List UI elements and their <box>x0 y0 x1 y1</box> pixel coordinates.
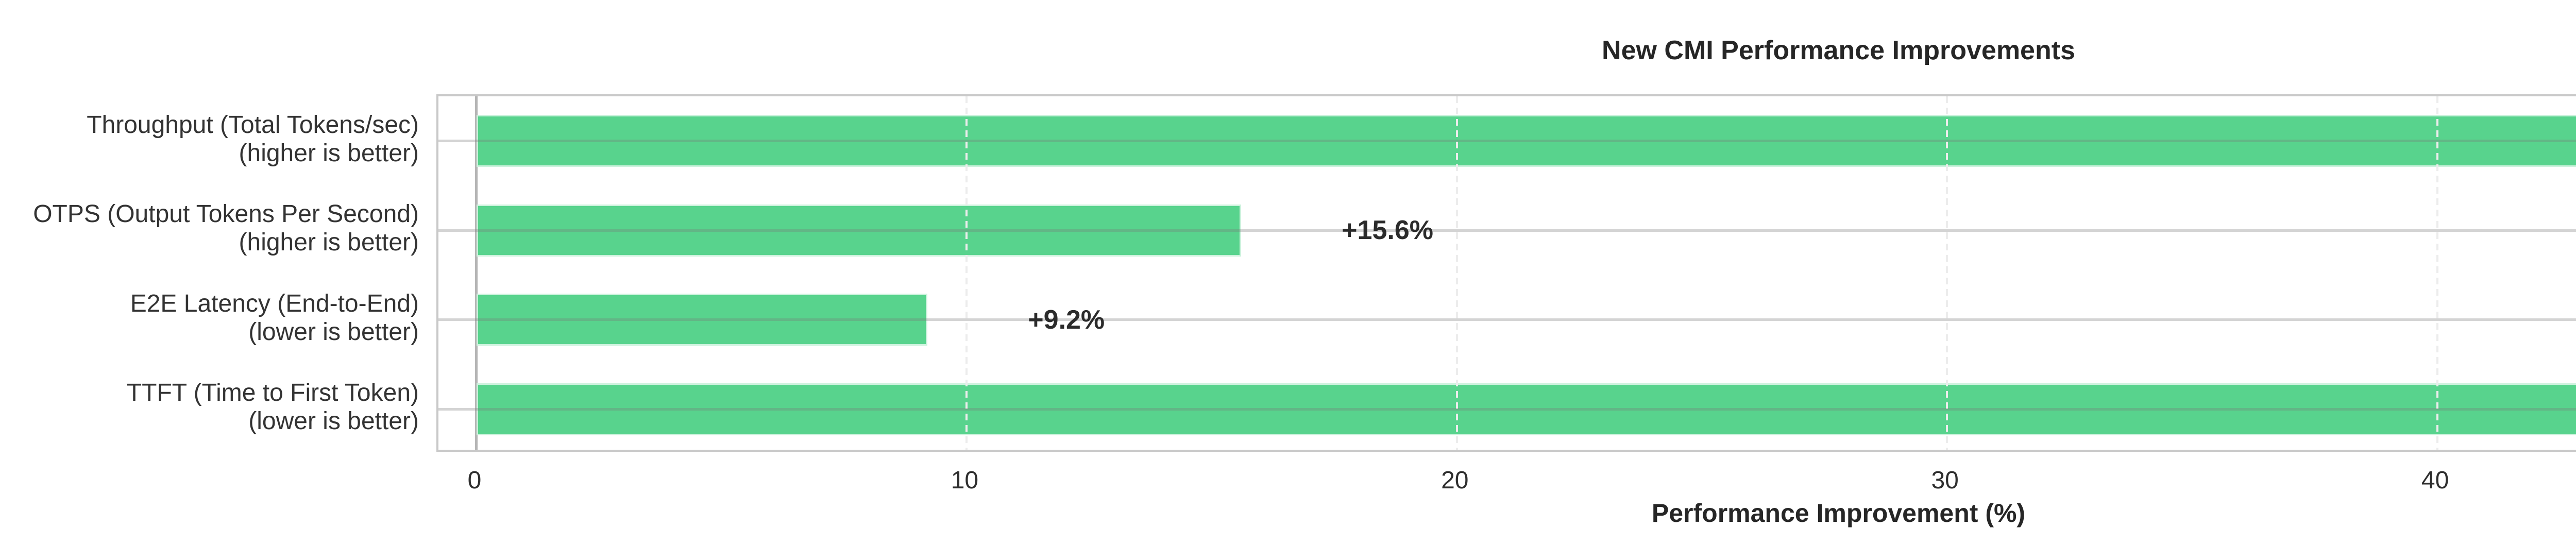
x-tick-label: 0 <box>467 467 482 494</box>
category-qualifier: (higher is better) <box>239 139 419 167</box>
y-grid-line <box>438 318 2576 321</box>
category-label: OTPS (Output Tokens Per Second) (higher i… <box>0 200 419 257</box>
category-name: E2E Latency (End-to-End) <box>130 290 419 317</box>
x-grid-line <box>2436 96 2438 450</box>
x-grid-line <box>1455 96 1458 450</box>
bar-1 <box>477 115 2576 167</box>
bar-3 <box>477 294 928 346</box>
y-grid-line <box>438 140 2576 143</box>
category-qualifier: (higher is better) <box>239 229 419 257</box>
category-name: OTPS (Output Tokens Per Second) <box>33 200 419 228</box>
x-axis-title: Performance Improvement (%) <box>1651 499 2026 528</box>
category-name: TTFT (Time to First Token) <box>126 379 419 407</box>
zero-line <box>475 96 478 450</box>
plot-area: +44.1%+15.6%+9.2%+46.4% <box>436 94 2576 452</box>
category-qualifier: (lower is better) <box>248 318 419 346</box>
x-tick-label: 30 <box>1931 467 1959 494</box>
chart-title: New CMI Performance Improvements <box>1602 36 2075 65</box>
bar-4 <box>477 383 2576 435</box>
x-tick-label: 40 <box>2421 467 2449 494</box>
x-grid-line <box>1946 96 1948 450</box>
value-label: +15.6% <box>1342 215 1433 246</box>
category-label: Throughput (Total Tokens/sec) (higher is … <box>0 111 419 167</box>
x-tick-label: 10 <box>951 467 979 494</box>
x-grid-line <box>965 96 968 450</box>
x-tick-label: 20 <box>1441 467 1469 494</box>
category-name: Throughput (Total Tokens/sec) <box>87 111 419 139</box>
value-label: +9.2% <box>1028 304 1105 335</box>
category-label: E2E Latency (End-to-End) (lower is better… <box>0 290 419 346</box>
bar-2 <box>477 204 1242 257</box>
category-qualifier: (lower is better) <box>248 407 419 435</box>
y-grid-line <box>438 229 2576 232</box>
category-label: TTFT (Time to First Token) (lower is bett… <box>0 379 419 435</box>
y-grid-line <box>438 407 2576 411</box>
